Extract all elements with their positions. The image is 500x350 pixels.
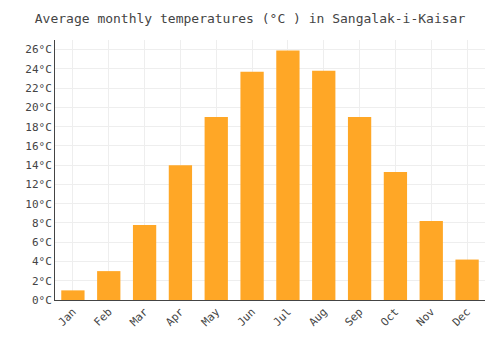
svg-text:6°C: 6°C [32,236,52,249]
svg-text:Nov: Nov [414,305,438,329]
svg-text:4°C: 4°C [32,255,52,268]
svg-text:16°C: 16°C [25,140,52,153]
svg-text:Jul: Jul [271,306,294,329]
svg-text:18°C: 18°C [25,121,52,134]
svg-text:Dec: Dec [450,306,473,329]
svg-text:22°C: 22°C [25,82,52,95]
svg-text:Mar: Mar [127,305,151,329]
svg-text:Oct: Oct [378,306,401,329]
svg-text:8°C: 8°C [32,217,52,230]
svg-text:Jan: Jan [56,306,79,329]
svg-text:Apr: Apr [163,305,187,329]
svg-text:Feb: Feb [92,306,115,329]
svg-text:20°C: 20°C [25,101,52,114]
svg-text:May: May [199,305,223,329]
svg-text:Aug: Aug [307,306,330,329]
svg-text:10°C: 10°C [25,198,52,211]
svg-text:Jun: Jun [235,306,258,329]
svg-text:26°C: 26°C [25,43,52,56]
svg-text:0°C: 0°C [32,294,52,307]
svg-text:2°C: 2°C [32,275,52,288]
svg-text:24°C: 24°C [25,63,52,76]
svg-text:12°C: 12°C [25,178,52,191]
svg-text:Sep: Sep [342,306,365,329]
svg-text:14°C: 14°C [25,159,52,172]
svg-text:Average monthly temperatures (: Average monthly temperatures (°C ) in Sa… [35,11,466,26]
